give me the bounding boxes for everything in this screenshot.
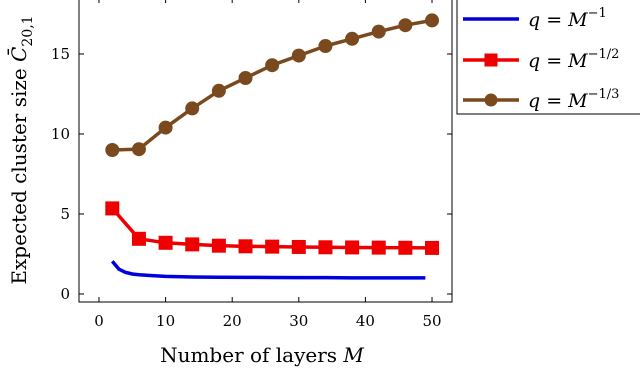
data-point bbox=[265, 58, 280, 73]
x-tick-label: 50 bbox=[422, 312, 441, 330]
data-point bbox=[425, 13, 440, 28]
data-point bbox=[398, 18, 413, 33]
y-axis-label: Expected cluster size C̄20,1 bbox=[6, 15, 36, 284]
series-1 bbox=[110, 260, 426, 280]
series-line bbox=[110, 260, 426, 280]
x-tick-label: 30 bbox=[289, 312, 308, 330]
y-tick-label: 10 bbox=[51, 125, 70, 143]
data-point bbox=[105, 201, 120, 216]
data-point bbox=[185, 237, 200, 252]
data-point bbox=[371, 240, 386, 255]
y-tick-label: 15 bbox=[51, 45, 70, 63]
data-point bbox=[158, 235, 173, 250]
legend: q = M−1 q = M−1/2 q = M−1/3 bbox=[456, 0, 640, 115]
data-point bbox=[238, 239, 253, 254]
legend-entry-label: q = M−1 bbox=[528, 6, 607, 31]
data-point bbox=[238, 71, 253, 85]
data-point bbox=[131, 142, 146, 157]
x-axis-label: Number of layers M bbox=[160, 343, 364, 367]
data-point bbox=[265, 239, 280, 254]
data-point bbox=[211, 83, 226, 98]
data-point bbox=[185, 101, 200, 116]
data-point bbox=[211, 238, 226, 253]
data-point bbox=[131, 231, 146, 246]
data-point bbox=[398, 240, 413, 255]
series-2 bbox=[105, 201, 440, 255]
data-point bbox=[318, 240, 333, 255]
data-point bbox=[345, 240, 360, 255]
x-tick-label: 20 bbox=[223, 312, 242, 330]
plot-frame bbox=[78, 0, 453, 303]
y-tick-label: 0 bbox=[60, 285, 70, 303]
legend-entry-label: q = M−1/3 bbox=[528, 87, 619, 112]
legend-entry-label: q = M−1/2 bbox=[528, 47, 619, 72]
data-point bbox=[291, 48, 306, 63]
data-point bbox=[425, 240, 440, 255]
x-tick-label: 0 bbox=[94, 312, 104, 330]
legend-swatch-marker bbox=[484, 53, 498, 67]
data-point bbox=[371, 24, 386, 39]
plot-area bbox=[105, 13, 440, 280]
series-3 bbox=[105, 13, 440, 157]
y-tick-label: 5 bbox=[60, 205, 70, 223]
data-point bbox=[105, 143, 120, 157]
data-point bbox=[158, 120, 173, 135]
x-tick-label: 40 bbox=[356, 312, 375, 330]
data-point bbox=[318, 39, 333, 53]
data-point bbox=[345, 31, 360, 46]
legend-swatch-marker bbox=[484, 93, 498, 107]
data-point bbox=[291, 239, 306, 254]
x-tick-label: 10 bbox=[156, 312, 175, 330]
axes: 0 10 20 30 40 50 0 5 10 15 bbox=[51, 0, 453, 330]
